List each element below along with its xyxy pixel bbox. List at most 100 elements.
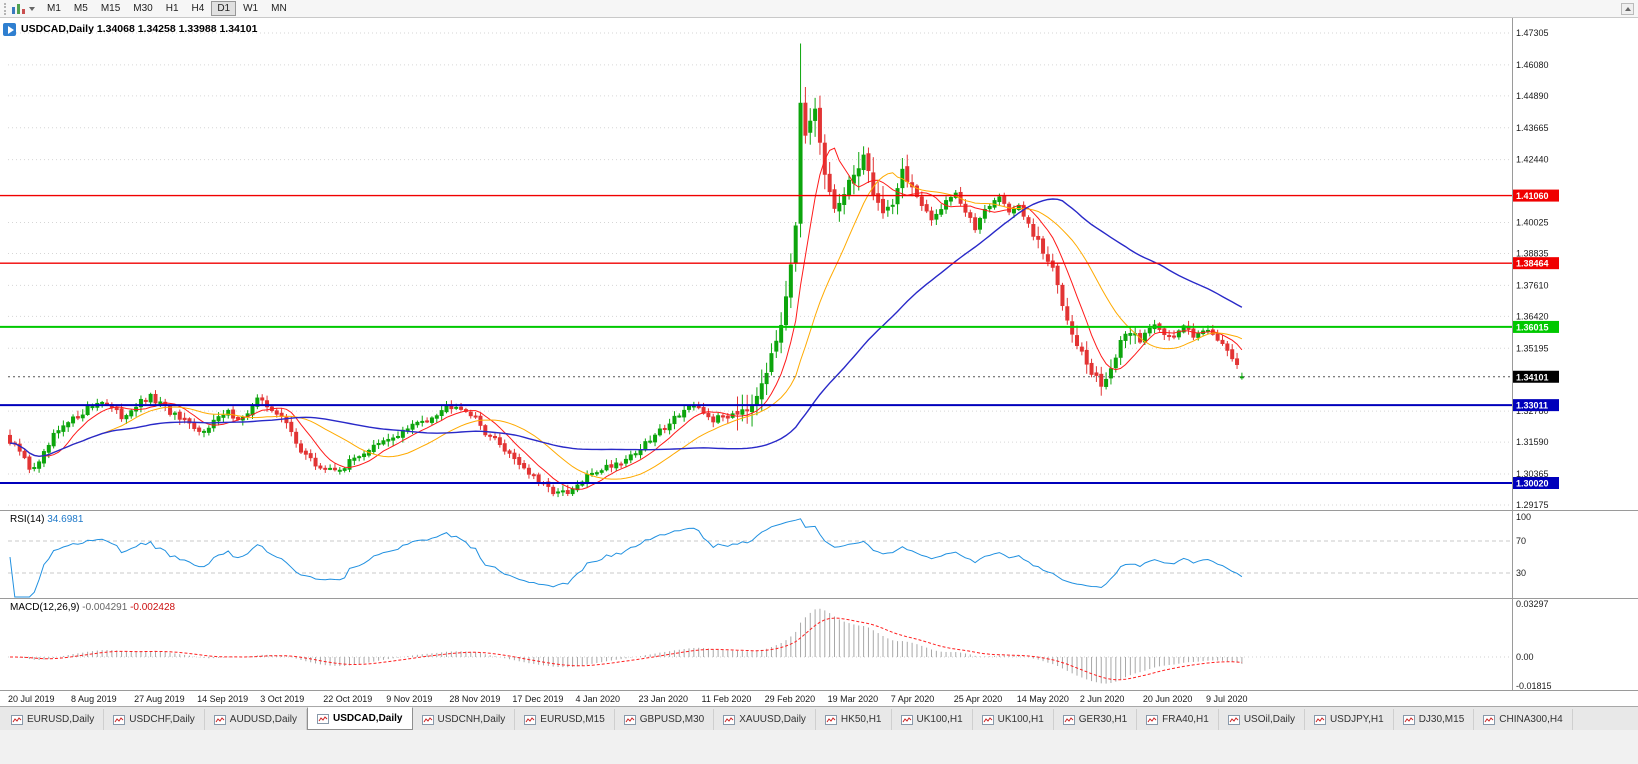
grid-lines bbox=[8, 32, 1512, 506]
timeframe-button-h4[interactable]: H4 bbox=[186, 1, 211, 16]
svg-text:25 Apr 2020: 25 Apr 2020 bbox=[954, 694, 1003, 704]
chart-tab-usdchf-daily[interactable]: USDCHF,Daily bbox=[104, 709, 205, 730]
svg-text:29 Feb 2020: 29 Feb 2020 bbox=[765, 694, 816, 704]
svg-text:20 Jun 2020: 20 Jun 2020 bbox=[1143, 694, 1193, 704]
timeframe-button-m1[interactable]: M1 bbox=[41, 1, 67, 16]
svg-text:1.44890: 1.44890 bbox=[1516, 91, 1549, 101]
chart-tab-usoil-daily[interactable]: USOil,Daily bbox=[1219, 709, 1305, 730]
chart-tab-eurusd-m15[interactable]: EURUSD,M15 bbox=[515, 709, 615, 730]
chart-tab-usdjpy-h1[interactable]: USDJPY,H1 bbox=[1305, 709, 1394, 730]
timeframe-button-m5[interactable]: M5 bbox=[68, 1, 94, 16]
svg-text:3 Oct 2019: 3 Oct 2019 bbox=[260, 694, 304, 704]
svg-text:1.31590: 1.31590 bbox=[1516, 437, 1549, 447]
bar-chart-icon[interactable] bbox=[11, 3, 26, 15]
mini-chart-icon bbox=[317, 713, 330, 724]
macd-main-value: -0.004291 bbox=[82, 602, 128, 613]
tab-label: FRA40,H1 bbox=[1162, 714, 1209, 725]
mini-chart-icon bbox=[11, 714, 23, 725]
chart-tab-fra40-h1[interactable]: FRA40,H1 bbox=[1137, 709, 1219, 730]
ma-55-line bbox=[9, 198, 1243, 458]
svg-text:27 Aug 2019: 27 Aug 2019 bbox=[134, 694, 185, 704]
chart-tab-usdcad-daily[interactable]: USDCAD,Daily bbox=[307, 707, 413, 730]
macd-signal-line bbox=[10, 617, 1242, 681]
chart-tab-uk100-h1[interactable]: UK100,H1 bbox=[892, 709, 973, 730]
chart-tab-uk100-h1[interactable]: UK100,H1 bbox=[973, 709, 1054, 730]
svg-text:22 Oct 2019: 22 Oct 2019 bbox=[323, 694, 372, 704]
mini-chart-icon bbox=[1483, 714, 1496, 725]
svg-text:70: 70 bbox=[1516, 536, 1526, 546]
timeframe-button-d1[interactable]: D1 bbox=[211, 1, 237, 16]
tab-label: USDCAD,Daily bbox=[333, 713, 403, 724]
svg-text:1.35195: 1.35195 bbox=[1516, 343, 1549, 353]
mini-chart-icon bbox=[723, 714, 736, 725]
price-chart-canvas[interactable]: 1.47305 1.46080 1.44890 1.43665 1.42440 1.400… bbox=[0, 18, 1638, 706]
chart-tab-eurusd-daily[interactable]: EURUSD,Daily bbox=[2, 709, 105, 730]
one-click-trading-button[interactable] bbox=[3, 23, 16, 36]
mini-chart-icon bbox=[623, 714, 636, 725]
mini-chart-icon bbox=[524, 714, 537, 725]
horizontal-lines-layer bbox=[0, 194, 1512, 485]
chart-tab-gbpusd-m30[interactable]: GBPUSD,M30 bbox=[615, 709, 715, 730]
svg-text:1.38835: 1.38835 bbox=[1516, 249, 1549, 259]
timeframe-button-w1[interactable]: W1 bbox=[237, 1, 264, 16]
timeframe-button-m30[interactable]: M30 bbox=[127, 1, 158, 16]
chart-tab-dj30-m15[interactable]: DJ30,M15 bbox=[1394, 709, 1475, 730]
moving-averages-layer bbox=[9, 147, 1243, 490]
mini-chart-icon bbox=[1227, 714, 1240, 725]
ma-20-line bbox=[9, 172, 1243, 480]
svg-text:9 Jul 2020: 9 Jul 2020 bbox=[1206, 694, 1248, 704]
chart-tab-xauusd-daily[interactable]: XAUUSD,Daily bbox=[714, 709, 816, 730]
mini-chart-icon bbox=[113, 714, 126, 725]
toolbar-grip[interactable] bbox=[4, 2, 7, 15]
mini-chart-icon bbox=[900, 714, 913, 725]
svg-text:2 Jun 2020: 2 Jun 2020 bbox=[1080, 694, 1125, 704]
tab-label: DJ30,M15 bbox=[1418, 714, 1465, 725]
tab-label: CHINA300,H4 bbox=[1499, 714, 1563, 725]
tab-label: AUDUSD,Daily bbox=[229, 714, 298, 725]
tab-label: HK50,H1 bbox=[840, 714, 882, 725]
tab-label: GBPUSD,M30 bbox=[639, 714, 705, 725]
rsi-line bbox=[9, 518, 1243, 598]
chart-tab-ger30-h1[interactable]: GER30,H1 bbox=[1054, 709, 1138, 730]
chart-tab-audusd-daily[interactable]: AUDUSD,Daily bbox=[205, 709, 308, 730]
svg-text:0.03297: 0.03297 bbox=[1516, 599, 1549, 609]
svg-text:28 Nov 2019: 28 Nov 2019 bbox=[449, 694, 500, 704]
play-triangle-icon bbox=[7, 25, 14, 34]
svg-text:1.47305: 1.47305 bbox=[1516, 28, 1549, 38]
tab-bar: EURUSD,Daily USDCHF,Daily AUDUSD,Daily USDC… bbox=[0, 706, 1638, 730]
chart-tab-usdcnh-daily[interactable]: USDCNH,Daily bbox=[413, 709, 516, 730]
mini-chart-icon bbox=[981, 714, 994, 725]
svg-text:1.46080: 1.46080 bbox=[1516, 60, 1549, 70]
date-axis[interactable]: 20 Jul 2019 8 Aug 2019 27 Aug 2019 14 Sep 2… bbox=[8, 694, 1247, 704]
svg-text:23 Jan 2020: 23 Jan 2020 bbox=[639, 694, 689, 704]
svg-text:1.40025: 1.40025 bbox=[1516, 218, 1549, 228]
caret-up-icon bbox=[1624, 7, 1631, 11]
tab-label: XAUUSD,Daily bbox=[739, 714, 806, 725]
candles-layer bbox=[8, 43, 1244, 498]
price-axis[interactable]: 1.47305 1.46080 1.44890 1.43665 1.42440 1.400… bbox=[1513, 18, 1638, 706]
svg-text:1.42440: 1.42440 bbox=[1516, 155, 1549, 165]
macd-indicator-label: MACD(12,26,9) -0.004291 -0.002428 bbox=[10, 602, 175, 613]
tab-label: USOil,Daily bbox=[1243, 714, 1295, 725]
timeframe-button-mn[interactable]: MN bbox=[265, 1, 293, 16]
svg-text:1.33011: 1.33011 bbox=[1516, 401, 1548, 411]
timeframe-button-h1[interactable]: H1 bbox=[160, 1, 185, 16]
bottom-strip bbox=[0, 730, 1638, 764]
tab-label: GER30,H1 bbox=[1078, 714, 1128, 725]
svg-text:1.30365: 1.30365 bbox=[1516, 469, 1549, 479]
svg-text:30: 30 bbox=[1516, 568, 1526, 578]
svg-text:1.38464: 1.38464 bbox=[1516, 259, 1549, 269]
tab-label: USDJPY,H1 bbox=[1329, 714, 1384, 725]
macd-panel bbox=[8, 608, 1512, 684]
svg-text:100: 100 bbox=[1516, 512, 1531, 522]
chart-tab-hk50-h1[interactable]: HK50,H1 bbox=[816, 709, 892, 730]
toolbar-scroll-up-button[interactable] bbox=[1621, 3, 1634, 15]
chevron-down-icon[interactable] bbox=[29, 6, 35, 11]
svg-text:1.32780: 1.32780 bbox=[1516, 406, 1549, 416]
chart-tab-china300-h4[interactable]: CHINA300,H4 bbox=[1474, 709, 1573, 730]
rsi-name: RSI(14) bbox=[10, 514, 45, 525]
macd-name: MACD(12,26,9) bbox=[10, 602, 80, 613]
timeframe-button-m15[interactable]: M15 bbox=[95, 1, 126, 16]
chart-area[interactable]: 1.47305 1.46080 1.44890 1.43665 1.42440 1.400… bbox=[0, 18, 1638, 706]
mini-chart-icon bbox=[213, 714, 226, 725]
